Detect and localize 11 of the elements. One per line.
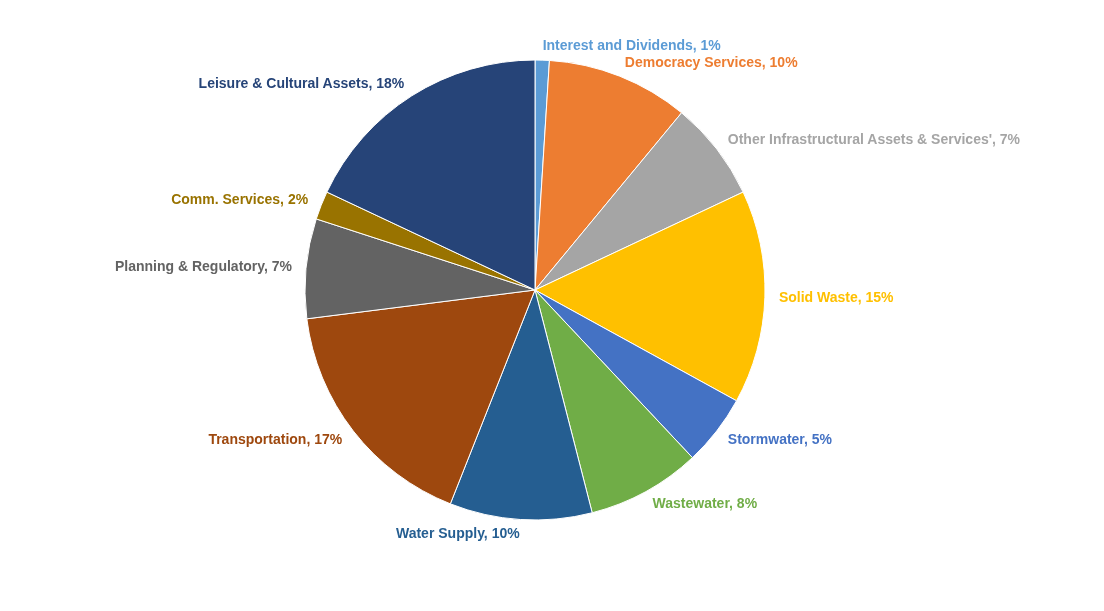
slice-label: Interest and Dividends, 1%	[542, 37, 722, 54]
slice-label: Other Infrastructural Assets & Services', 7%	[727, 131, 1021, 148]
slice-label: Water Supply, 10%	[395, 524, 521, 541]
slice-label: Comm. Services, 2%	[171, 191, 309, 208]
slice-label: Stormwater, 5%	[727, 430, 833, 447]
slice-label: Transportation, 17%	[208, 430, 343, 447]
slice-label: Planning & Regulatory, 7%	[114, 258, 293, 275]
slice-label: Leisure & Cultural Assets, 18%	[198, 74, 405, 91]
slice-label: Solid Waste, 15%	[778, 288, 895, 305]
slice-label: Wastewater, 8%	[652, 494, 758, 511]
slice-label: Democracy Services, 10%	[624, 54, 799, 71]
